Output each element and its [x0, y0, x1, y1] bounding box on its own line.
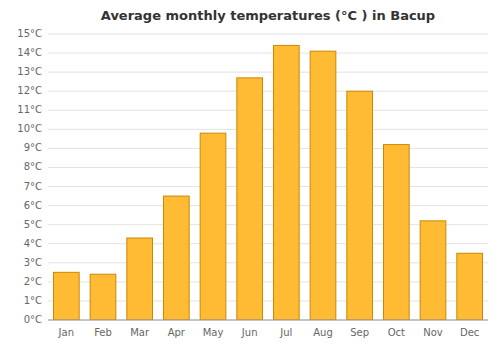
y-tick-label: 8°C [24, 161, 42, 172]
bars [54, 45, 483, 320]
grid-line [48, 72, 488, 73]
x-tick-label: Sep [350, 327, 369, 338]
chart-container: 0°C 1°C 2°C 3°C 4°C 5°C 6°C 7°C 8°C 9°C 10°C 11°C 12… [0, 0, 500, 350]
x-axis-line [48, 320, 488, 321]
grid-line [48, 148, 488, 149]
bar [457, 253, 483, 320]
y-tick-label: 13°C [17, 66, 42, 77]
grid-line [48, 53, 488, 54]
x-tick-label: Nov [423, 327, 443, 338]
x-tick-label: Feb [94, 327, 112, 338]
x-tick-label: May [203, 327, 224, 338]
x-tick-label: Mar [130, 327, 150, 338]
x-axis: Jan Feb Mar Apr May Jun Jul Aug Sep Oct Nov Dec [48, 320, 488, 338]
y-tick-label: 6°C [24, 200, 42, 211]
grid-line [48, 91, 488, 92]
bar [384, 145, 410, 320]
grid-line [48, 167, 488, 168]
x-tick-label: Aug [313, 327, 333, 338]
y-tick-label: 10°C [17, 123, 42, 134]
y-axis: 0°C 1°C 2°C 3°C 4°C 5°C 6°C 7°C 8°C 9°C 10°C 11°C 12… [17, 28, 42, 325]
x-tick-label: Oct [388, 327, 405, 338]
y-tick-label: 3°C [24, 257, 42, 268]
y-tick-label: 12°C [17, 85, 42, 96]
x-tick-label: Jul [279, 327, 292, 338]
y-tick-label: 9°C [24, 142, 42, 153]
chart-svg: 0°C 1°C 2°C 3°C 4°C 5°C 6°C 7°C 8°C 9°C 10°C 11°C 12… [0, 0, 500, 350]
y-tick-label: 2°C [24, 276, 42, 287]
bar [420, 221, 446, 320]
bar [310, 51, 336, 320]
y-tick-label: 7°C [24, 181, 42, 192]
grid-line [48, 186, 488, 187]
title: Average monthly temperatures (°C ) in Ba… [101, 8, 435, 23]
y-tick-label: 14°C [17, 47, 42, 58]
bar [54, 272, 80, 320]
y-tick-label: 1°C [24, 295, 42, 306]
grid-line [48, 110, 488, 111]
y-tick-label: 11°C [17, 104, 42, 115]
bar [200, 133, 226, 320]
bar [237, 78, 263, 320]
grid [48, 34, 488, 320]
bar [164, 196, 190, 320]
grid-line [48, 129, 488, 130]
x-tick-label: Jan [58, 327, 74, 338]
y-tick-label: 0°C [24, 314, 42, 325]
bar [274, 45, 300, 320]
y-tick-label: 5°C [24, 219, 42, 230]
bar [347, 91, 373, 320]
bar [90, 274, 116, 320]
x-tick-label: Jun [241, 327, 258, 338]
y-tick-label: 4°C [24, 238, 42, 249]
grid-line [48, 205, 488, 206]
bar [127, 238, 153, 320]
grid-line [48, 320, 488, 321]
x-tick-label: Dec [460, 327, 479, 338]
y-tick-label: 15°C [17, 28, 42, 39]
grid-line [48, 34, 488, 35]
x-tick-label: Apr [168, 327, 186, 338]
